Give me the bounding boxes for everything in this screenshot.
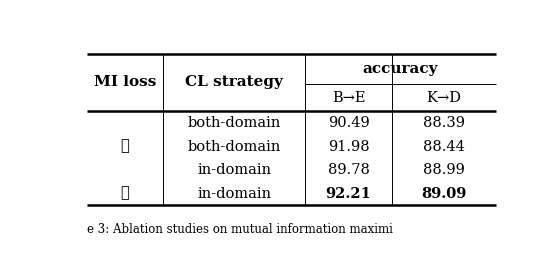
Text: both-domain: both-domain xyxy=(187,140,281,153)
Text: in-domain: in-domain xyxy=(197,187,271,201)
Text: B→E: B→E xyxy=(332,91,365,104)
Text: ✓: ✓ xyxy=(121,187,129,201)
Text: accuracy: accuracy xyxy=(363,62,439,76)
Text: 90.49: 90.49 xyxy=(328,116,369,130)
Text: MI loss: MI loss xyxy=(94,75,156,89)
Text: e 3: Ablation studies on mutual information maximi: e 3: Ablation studies on mutual informat… xyxy=(87,223,393,236)
Text: 89.78: 89.78 xyxy=(328,163,369,177)
Text: K→D: K→D xyxy=(426,91,461,104)
Text: in-domain: in-domain xyxy=(197,163,271,177)
Text: CL strategy: CL strategy xyxy=(185,75,283,89)
Text: 91.98: 91.98 xyxy=(328,140,369,153)
Text: 92.21: 92.21 xyxy=(326,187,372,201)
Text: 88.44: 88.44 xyxy=(423,140,465,153)
Text: ✓: ✓ xyxy=(121,140,129,153)
Text: both-domain: both-domain xyxy=(187,116,281,130)
Text: 88.39: 88.39 xyxy=(423,116,465,130)
Text: 88.99: 88.99 xyxy=(423,163,465,177)
Text: 89.09: 89.09 xyxy=(421,187,466,201)
